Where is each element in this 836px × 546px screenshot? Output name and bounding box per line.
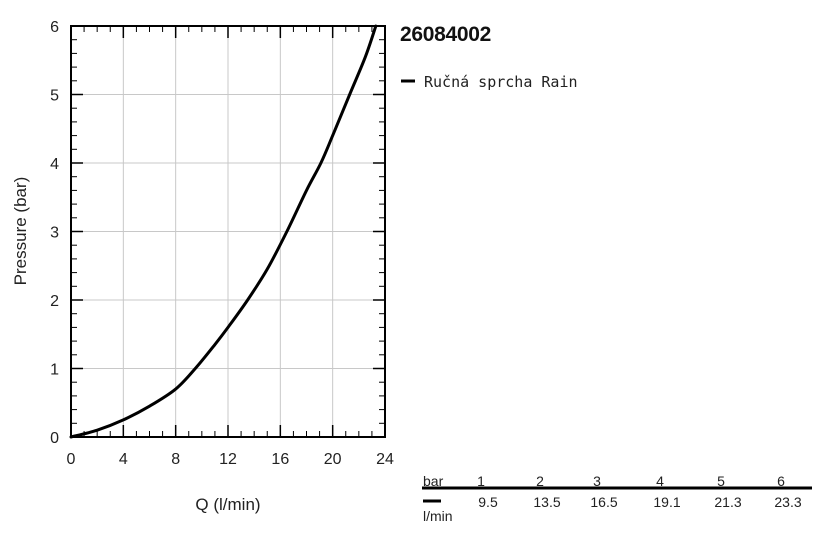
x-tick-label: 0 [67,451,76,468]
table-pressure-value: 4 [656,473,664,489]
table-flow-value: 9.5 [478,494,498,510]
y-axis-title: Pressure (bar) [11,177,30,286]
table-row-label-bar: bar [423,473,444,489]
x-axis-title: Q (l/min) [195,495,260,514]
y-tick-label: 1 [50,362,59,379]
table-flow-value: 21.3 [714,494,741,510]
x-tick-label: 12 [219,451,237,468]
table-flow-value: 23.3 [774,494,801,510]
flow-table: bar l/min 1 2 3 4 5 6 9.5 13.5 16.5 19.1 21.3 23.3 [422,473,812,524]
table-pressure-value: 5 [717,473,725,489]
x-tick-label: 4 [119,451,128,468]
product-code: 26084002 [400,23,491,46]
y-tick-label: 3 [50,225,59,242]
x-tick-label: 24 [376,451,394,468]
legend-label: Ručná sprcha Rain [424,73,578,91]
table-row-label-flow: l/min [423,508,453,524]
table-flow-value: 13.5 [533,494,560,510]
x-tick-label: 20 [324,451,342,468]
plot-frame [70,25,386,438]
series-line [69,24,378,439]
y-tick-label: 0 [50,430,59,447]
y-tick-label: 2 [50,293,59,310]
table-pressure-value: 2 [536,473,544,489]
table-values: 1 2 3 4 5 6 9.5 13.5 16.5 19.1 21.3 23.3 [477,473,802,510]
grid-layer [71,26,385,437]
y-tick-label: 4 [50,156,59,173]
table-pressure-value: 6 [777,473,785,489]
x-tick-label: 8 [171,451,180,468]
legend: Ručná sprcha Rain [401,73,578,91]
series-layer [69,24,378,439]
table-pressure-value: 1 [477,473,485,489]
y-tick-label: 5 [50,88,59,105]
table-flow-value: 16.5 [590,494,617,510]
table-flow-value: 19.1 [653,494,680,510]
y-tick-label: 6 [50,19,59,36]
x-tick-label: 16 [271,451,289,468]
table-pressure-value: 3 [593,473,601,489]
